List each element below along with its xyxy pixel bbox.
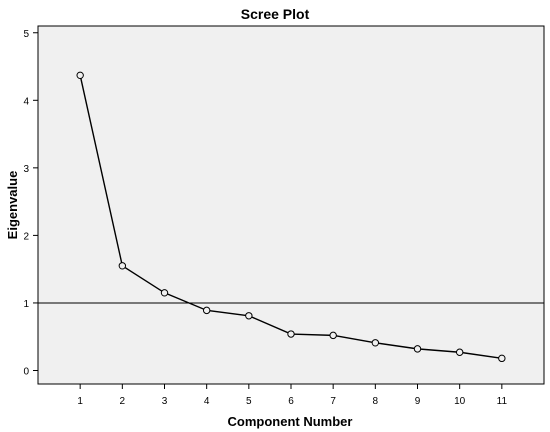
y-tick-label-2: 2 <box>23 231 29 242</box>
x-tick-label-1: 1 <box>77 396 83 407</box>
x-tick-label-5: 5 <box>246 396 252 407</box>
data-point-4 <box>202 306 211 315</box>
x-axis: 1 2 3 4 5 6 7 8 9 10 11 <box>77 384 507 407</box>
data-point-2 <box>118 262 127 270</box>
y-tick-label-5: 5 <box>23 29 29 40</box>
x-tick-label-11: 11 <box>497 396 508 407</box>
data-point-10 <box>455 348 464 356</box>
y-axis: 0 1 2 3 4 5 <box>23 29 38 377</box>
data-point-6 <box>287 330 295 338</box>
x-tick-label-6: 6 <box>288 396 294 407</box>
data-point-3 <box>160 289 169 297</box>
data-point-8 <box>371 339 380 347</box>
data-point-5 <box>245 312 253 320</box>
x-tick-label-4: 4 <box>204 396 210 407</box>
x-tick-label-8: 8 <box>373 396 379 407</box>
data-point-1 <box>76 71 84 80</box>
chart-title: Scree Plot <box>241 6 310 22</box>
y-tick-label-0: 0 <box>23 366 29 377</box>
plot-area <box>37 25 545 385</box>
data-point-9 <box>413 345 422 353</box>
x-tick-label-9: 9 <box>415 396 421 407</box>
y-tick-label-1: 1 <box>23 299 29 310</box>
x-tick-label-2: 2 <box>120 396 126 407</box>
y-axis-title: Eigenvalue <box>5 171 20 240</box>
data-point-7 <box>329 331 337 340</box>
series-group <box>76 71 506 363</box>
data-point-11 <box>498 354 506 363</box>
x-tick-label-7: 7 <box>330 396 336 407</box>
x-tick-label-10: 10 <box>454 396 466 407</box>
x-tick-label-3: 3 <box>162 396 168 407</box>
y-tick-label-4: 4 <box>23 96 29 107</box>
x-axis-title: Component Number <box>228 414 353 429</box>
y-tick-label-3: 3 <box>23 164 29 175</box>
